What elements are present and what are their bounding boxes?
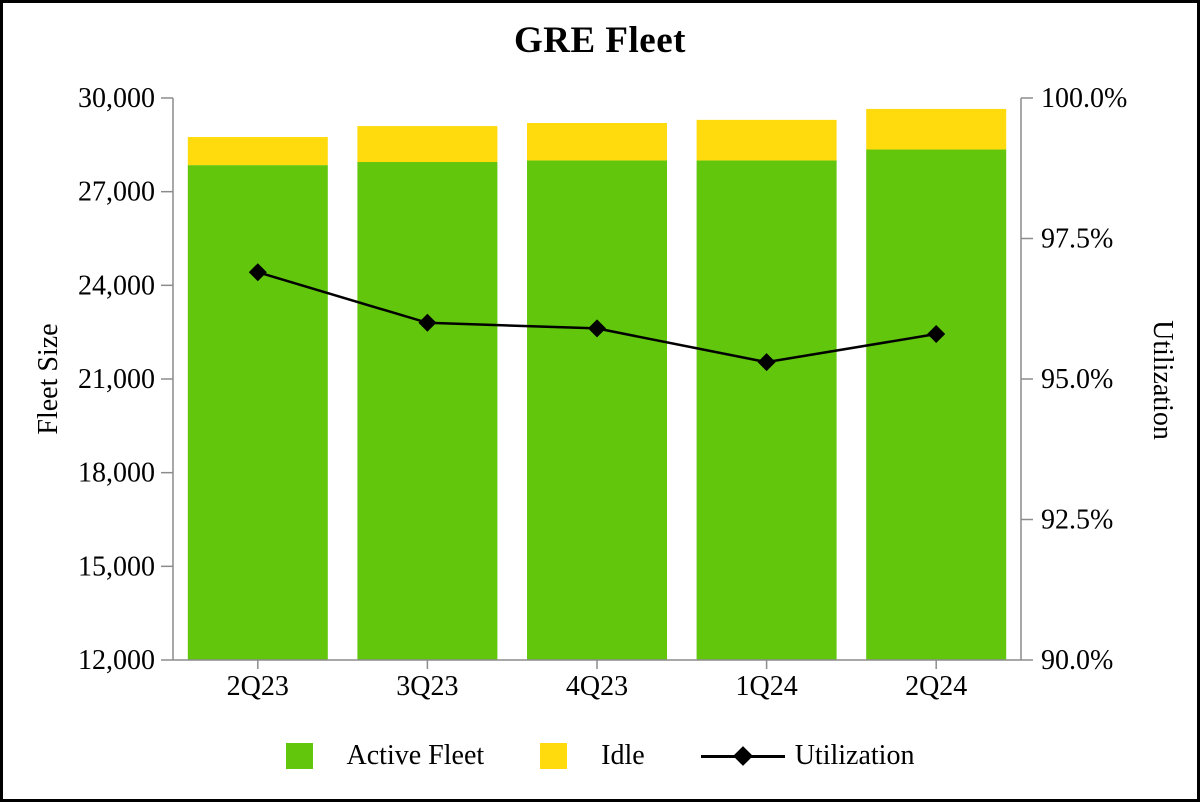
y-right-tick-label: 92.5% — [1041, 505, 1113, 536]
bar-idle-4Q23 — [527, 122, 667, 161]
utilization-marker-1Q24 — [757, 353, 776, 372]
bar-idle-3Q23 — [357, 126, 498, 163]
bar-active-1Q24 — [696, 160, 837, 660]
legend-label-utilization: Utilization — [794, 740, 915, 771]
x-tick-label: 3Q23 — [396, 671, 458, 702]
legend-item-active-fleet: Active Fleet — [285, 740, 485, 772]
chart-title: GRE Fleet — [514, 20, 686, 61]
y-left-tick-label: 15,000 — [78, 551, 155, 582]
x-tick-label: 2Q23 — [227, 671, 289, 702]
x-tick-label: 1Q24 — [735, 671, 797, 702]
y-right-tick-label: 90.0% — [1041, 645, 1113, 676]
x-tick-label: 4Q23 — [566, 671, 628, 702]
y-left-tick-label: 21,000 — [78, 364, 155, 395]
x-tick-label: 2Q24 — [905, 671, 967, 702]
diamond-marker-icon — [732, 746, 753, 766]
y-left-tick-label: 27,000 — [78, 177, 155, 208]
y-left-tick-label: 18,000 — [78, 458, 155, 489]
utilization-marker-3Q23 — [418, 313, 437, 332]
bar-active-4Q23 — [527, 160, 667, 660]
left-axis-title: Fleet Size — [33, 323, 64, 435]
y-right-tick-label: 97.5% — [1041, 224, 1113, 255]
y-left-tick-label: 30,000 — [78, 83, 155, 114]
bar-active-2Q23 — [187, 165, 328, 660]
y-right-tick-label: 95.0% — [1041, 364, 1113, 395]
idle-swatch-icon — [540, 743, 568, 769]
legend: Active Fleet Idle Utilization — [3, 740, 1197, 772]
bar-active-2Q24 — [866, 149, 1007, 660]
bar-idle-2Q23 — [187, 137, 328, 166]
plot-svg: 12,000 15,000 18,000 21,000 24,000 27,000 30,0… — [78, 83, 1127, 702]
utilization-marker-2Q24 — [927, 325, 946, 344]
y-right-tick-label: 100.0% — [1041, 83, 1127, 114]
active-fleet-swatch-icon — [285, 743, 313, 769]
legend-label-active-fleet: Active Fleet — [346, 740, 485, 771]
legend-label-idle: Idle — [601, 740, 645, 771]
utilization-line-sample-icon — [700, 743, 785, 769]
y-left-tick-label: 12,000 — [78, 645, 155, 676]
right-axis-title: Utilization — [1147, 320, 1178, 440]
legend-item-utilization: Utilization — [700, 740, 915, 772]
y-left-tick-label: 24,000 — [78, 270, 155, 301]
legend-item-idle: Idle — [540, 740, 645, 772]
bar-idle-1Q24 — [696, 119, 837, 161]
utilization-marker-2Q23 — [248, 263, 267, 282]
bar-active-3Q23 — [357, 162, 498, 660]
bar-idle-2Q24 — [866, 108, 1007, 150]
utilization-marker-4Q23 — [588, 319, 606, 338]
